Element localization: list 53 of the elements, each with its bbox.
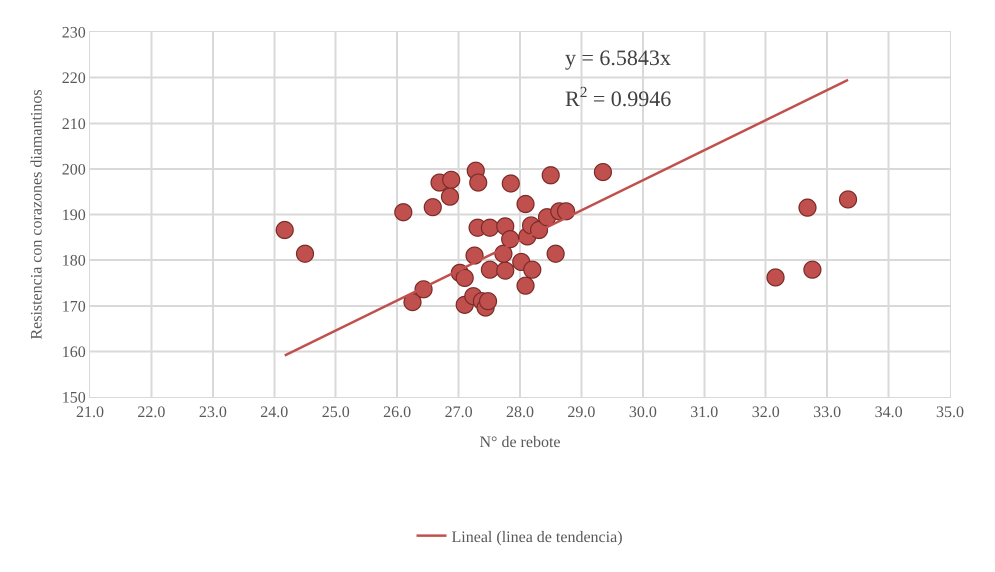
point <box>424 198 442 216</box>
point <box>403 293 422 312</box>
x-tick-label: 29.0 <box>567 404 596 422</box>
point <box>480 260 499 279</box>
annotation: y = 6.5843x <box>565 45 671 70</box>
x-tick-label: 32.0 <box>752 404 780 422</box>
point <box>594 162 612 182</box>
legend-label: Lineal (linea de tendencia) <box>452 528 623 546</box>
y-tick-label: 150 <box>62 390 86 407</box>
y-tick-label: 180 <box>62 252 86 270</box>
point <box>803 260 822 279</box>
x-tick-label: 23.0 <box>198 404 227 422</box>
x-tick-label: 30.0 <box>628 404 657 422</box>
x-tick-label: 28.0 <box>506 404 534 422</box>
point <box>276 220 294 240</box>
x-tick-label: 27.0 <box>444 404 473 422</box>
x-tick-label: 25.0 <box>322 404 350 422</box>
y-tick-label: 160 <box>62 344 86 361</box>
y-tick-label: 220 <box>62 70 86 88</box>
y-tick-label: 190 <box>62 207 86 224</box>
y-axis-title: Resistencia con corazones diamantinos <box>28 89 46 340</box>
y-tick-label: 200 <box>62 161 86 178</box>
point <box>296 244 314 263</box>
x-tick-label: 21.0 <box>76 404 104 422</box>
point <box>478 292 498 310</box>
x-tick-label: 33.0 <box>813 404 842 422</box>
annotation: R$^{2}$ = 0.9946 <box>565 84 672 112</box>
x-tick-label: 35.0 <box>936 404 964 422</box>
point <box>516 276 535 295</box>
y-tick-label: 230 <box>62 24 86 42</box>
point <box>798 198 817 217</box>
point <box>440 188 460 206</box>
point <box>542 166 560 184</box>
point <box>480 218 499 237</box>
point <box>496 262 514 280</box>
y-tick-label: 170 <box>62 298 86 316</box>
point <box>546 244 565 263</box>
point <box>469 173 488 192</box>
y-tick-label: 210 <box>62 116 86 133</box>
point <box>766 268 785 287</box>
x-tick-label: 26.0 <box>383 404 412 422</box>
point <box>502 174 520 193</box>
point <box>394 203 412 222</box>
x-tick-label: 31.0 <box>690 404 718 422</box>
x-axis-title: N° de rebote <box>479 434 561 451</box>
x-tick-label: 24.0 <box>260 404 288 422</box>
x-tick-label: 22.0 <box>137 404 166 422</box>
point <box>516 194 535 214</box>
point <box>442 170 460 189</box>
point <box>838 190 858 209</box>
point <box>456 268 474 288</box>
x-tick-label: 34.0 <box>874 404 903 422</box>
point <box>523 260 542 279</box>
